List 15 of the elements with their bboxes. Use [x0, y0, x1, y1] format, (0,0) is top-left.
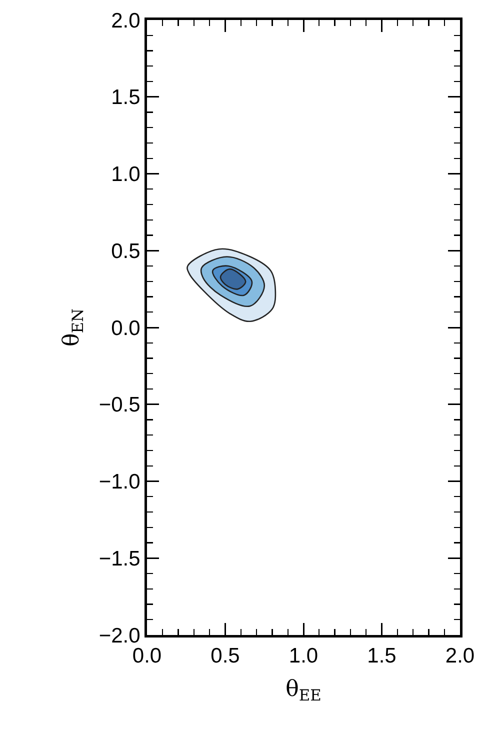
y-tick-label: 1.5 — [111, 86, 140, 110]
x-tick-label: 1.0 — [288, 644, 318, 668]
y-tick-label: −1.5 — [98, 547, 140, 570]
y-tick-label: 0.0 — [111, 316, 140, 340]
x-tick-label: 0.0 — [132, 644, 162, 668]
y-tick-label: −0.5 — [98, 394, 140, 417]
x-tick-label: 0.5 — [210, 644, 240, 668]
y-tick-label: 2.0 — [111, 9, 140, 32]
y-tick-label: −1.0 — [98, 470, 140, 494]
x-tick-label: 2.0 — [445, 644, 475, 668]
y-tick-label: −2.0 — [98, 624, 140, 648]
y-tick-label: 1.0 — [111, 163, 140, 186]
x-tick-label: 1.5 — [367, 644, 396, 668]
x-axis-title: θ$_{EE}$ — [286, 676, 322, 704]
y-tick-label: 0.5 — [111, 240, 140, 263]
